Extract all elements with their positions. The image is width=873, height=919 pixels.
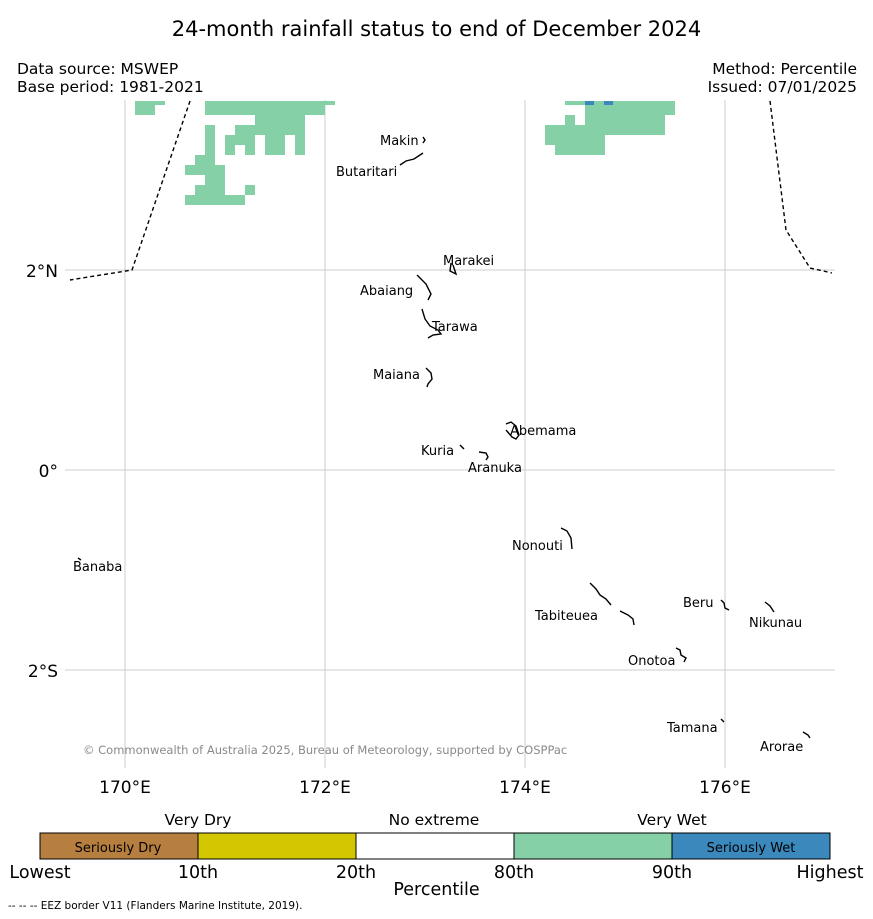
segment-very-dry	[198, 833, 356, 859]
island-abemama	[505, 421, 520, 440]
legend-no-extreme: No extreme	[389, 811, 480, 829]
label-tarawa: Tarawa	[431, 320, 478, 335]
tick-lowest: Lowest	[9, 863, 70, 883]
colorbar-axis-label: Percentile	[393, 880, 480, 900]
eez-border	[69, 100, 833, 281]
eez-border-east	[769, 100, 833, 274]
island-arorae	[802, 731, 811, 739]
map-title: 24-month rainfall status to end of Decem…	[171, 17, 702, 41]
label-beru: Beru	[683, 596, 714, 611]
tick-174e: 174°E	[499, 778, 551, 798]
legend-very-wet: Very Wet	[637, 811, 706, 829]
segment-label-seriously-dry: Seriously Dry	[75, 841, 162, 856]
axis-ticks: 170°E 172°E 174°E 176°E 2°N 0° 2°S	[26, 262, 751, 798]
data-source-text: Data source: MSWEP	[17, 60, 179, 78]
method-text: Method: Percentile	[712, 60, 857, 78]
tick-90th: 90th	[652, 863, 692, 883]
island-onotoa	[675, 647, 687, 663]
base-period-text: Base period: 1981-2021	[17, 78, 204, 96]
very-wet-area-northwest	[135, 101, 335, 205]
eez-border-west	[69, 100, 191, 281]
island-tabiteuea-north	[589, 582, 612, 606]
island-nonouti	[560, 527, 573, 550]
segment-seriously-dry	[40, 833, 198, 859]
label-nikunau: Nikunau	[749, 616, 802, 631]
label-tamana: Tamana	[666, 721, 718, 736]
data-source-info: Data source: MSWEP Base period: 1981-202…	[17, 60, 204, 96]
colorbar-frame	[39, 832, 831, 860]
tick-highest: Highest	[797, 863, 864, 883]
island-makin	[422, 136, 426, 144]
seriously-wet-cells	[585, 101, 613, 105]
label-abemama: Abemama	[510, 424, 576, 439]
island-kuria	[459, 444, 465, 450]
label-onotoa: Onotoa	[628, 654, 675, 669]
island-maiana	[425, 367, 433, 388]
colorbar-legend: Very Dry No extreme Very Wet Seriously D…	[9, 811, 863, 883]
legend-very-dry: Very Dry	[165, 811, 232, 829]
issued-text: Issued: 07/01/2025	[707, 78, 857, 96]
island-labels: Makin Butaritari Marakei Abaiang Tarawa …	[73, 134, 803, 755]
tick-2n: 2°N	[26, 262, 58, 282]
island-abaiang	[416, 274, 432, 301]
island-marakei	[449, 262, 458, 276]
label-makin: Makin	[380, 134, 419, 149]
island-butaritari	[399, 152, 424, 166]
island-beru	[720, 599, 730, 611]
label-marakei: Marakei	[443, 254, 494, 269]
tick-10th: 10th	[178, 863, 218, 883]
label-banaba: Banaba	[73, 560, 122, 575]
eez-footnote: -- -- -- EEZ border V11 (Flanders Marine…	[8, 900, 303, 912]
tick-0: 0°	[39, 462, 58, 482]
segment-label-seriously-wet: Seriously Wet	[707, 841, 796, 856]
label-maiana: Maiana	[373, 368, 420, 383]
tick-2s: 2°S	[28, 662, 58, 682]
label-arorae: Arorae	[760, 740, 803, 755]
tick-176e: 176°E	[699, 778, 751, 798]
label-butaritari: Butaritari	[336, 165, 397, 180]
island-nikunau	[764, 601, 775, 613]
copyright-notice: © Commonwealth of Australia 2025, Bureau…	[83, 743, 567, 757]
island-banaba	[77, 557, 82, 561]
method-info: Method: Percentile Issued: 07/01/2025	[708, 60, 857, 96]
label-tabiteuea: Tabiteuea	[534, 609, 598, 624]
island-aranuka	[478, 451, 489, 461]
very-wet-area-northeast	[545, 101, 675, 155]
gridlines	[65, 100, 835, 768]
label-aranuka: Aranuka	[468, 461, 522, 476]
island-tamana	[720, 718, 725, 723]
tick-20th: 20th	[336, 863, 376, 883]
tick-172e: 172°E	[299, 778, 351, 798]
tick-170e: 170°E	[99, 778, 151, 798]
tick-80th: 80th	[494, 863, 534, 883]
segment-very-wet	[514, 833, 672, 859]
label-nonouti: Nonouti	[512, 539, 563, 554]
island-tarawa	[421, 308, 443, 339]
label-kuria: Kuria	[421, 444, 454, 459]
island-tabiteuea-south	[619, 610, 635, 626]
island-shapes	[77, 136, 811, 739]
segment-seriously-wet	[672, 833, 830, 859]
segment-no-extreme	[356, 833, 514, 859]
label-abaiang: Abaiang	[360, 284, 413, 299]
